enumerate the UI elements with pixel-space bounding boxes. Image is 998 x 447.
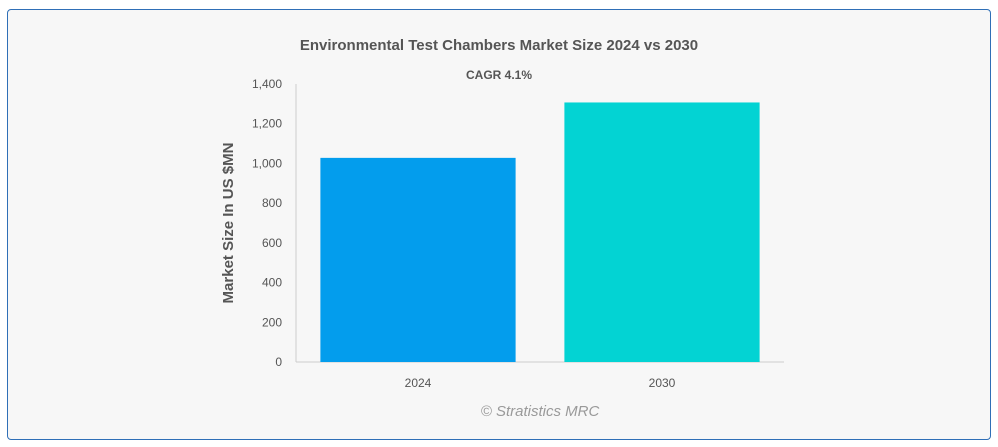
- x-tick-label: 2030: [649, 376, 676, 390]
- bars-group: [320, 102, 760, 363]
- chart-title: Environmental Test Chambers Market Size …: [300, 37, 698, 54]
- x-tick-label: 2024: [405, 376, 432, 390]
- x-axis-ticks: 2024 2030: [405, 376, 676, 390]
- y-tick-label: 200: [262, 315, 282, 329]
- y-tick-label: 600: [262, 236, 282, 250]
- bar-2030[interactable]: [564, 102, 760, 363]
- bar-2024[interactable]: [320, 157, 516, 362]
- y-tick-label: 1,200: [252, 117, 282, 131]
- y-tick-label: 1,000: [252, 156, 282, 170]
- credit-text: © Stratistics MRC: [481, 403, 600, 420]
- y-tick-label: 400: [262, 276, 282, 290]
- y-tick-label: 800: [262, 196, 282, 210]
- chart-subtitle: CAGR 4.1%: [466, 68, 532, 82]
- y-axis-ticks: 0 200 400 600 800 1,000 1,200 1,400: [252, 77, 282, 369]
- y-tick-label: 0: [275, 355, 282, 369]
- y-tick-label: 1,400: [252, 77, 282, 91]
- y-axis-label: Market Size In US $MN: [220, 143, 237, 304]
